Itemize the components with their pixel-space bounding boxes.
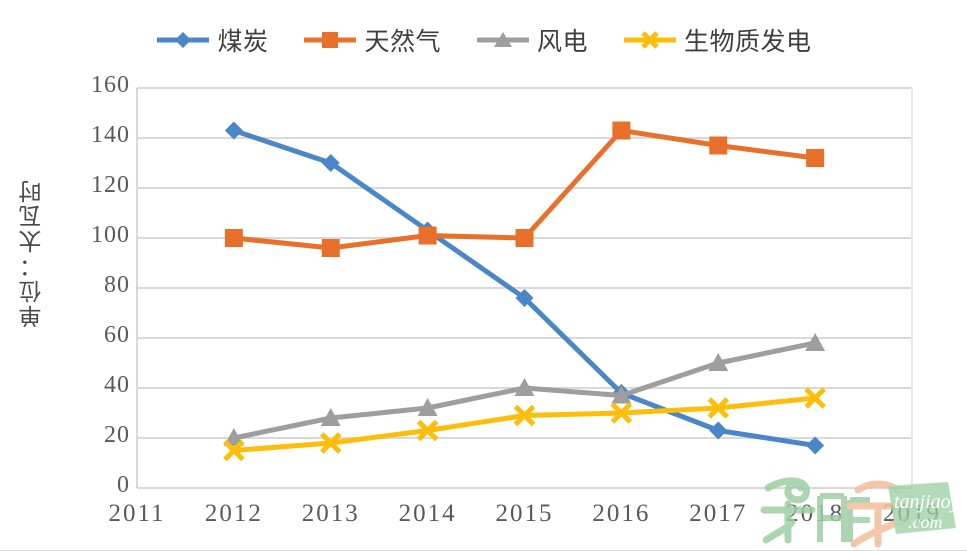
- x-tick-label: 2017: [689, 500, 748, 527]
- y-tick-label: 120: [91, 172, 130, 198]
- y-tick-label: 60: [104, 322, 130, 348]
- y-tick-label: 140: [91, 122, 130, 148]
- y-axis-tick-labels: 160 140 120 100 80 60 40 20 0: [85, 0, 130, 550]
- y-tick-label: 40: [104, 372, 130, 398]
- data-point-marker: [804, 387, 826, 409]
- legend-label-natural-gas: 天然气: [364, 27, 441, 56]
- chart-legend: 煤炭 天然气 风电: [0, 22, 967, 58]
- x-tick-label: 2012: [204, 500, 263, 527]
- data-point-marker: [224, 121, 243, 140]
- legend-marker-diamond-icon: [155, 29, 211, 51]
- legend-marker-x-icon: [622, 29, 678, 51]
- legend-item-biomass[interactable]: 生物质发电: [622, 22, 812, 58]
- data-point-marker: [806, 149, 825, 167]
- x-tick-label: 2013: [301, 500, 360, 527]
- data-point-marker: [515, 229, 534, 247]
- x-tick-label: 2016: [592, 500, 651, 527]
- data-point-marker: [321, 154, 340, 172]
- legend-item-wind[interactable]: 风电: [475, 22, 588, 58]
- series-3: [223, 333, 826, 446]
- legend-item-natural-gas[interactable]: 天然气: [302, 22, 441, 58]
- y-tick-label: 100: [91, 222, 130, 248]
- data-point-marker: [223, 428, 244, 446]
- series-2: [224, 121, 825, 257]
- x-tick-label: 2018: [786, 500, 845, 527]
- data-point-marker: [321, 239, 340, 257]
- legend-label-biomass: 生物质发电: [684, 27, 812, 56]
- data-point-marker: [611, 385, 632, 404]
- x-tick-label: 2015: [495, 500, 554, 527]
- data-point-marker: [416, 419, 439, 442]
- series-1: [224, 121, 825, 455]
- data-point-marker: [319, 432, 342, 454]
- legend-marker-triangle-icon: [475, 29, 531, 51]
- data-point-marker: [224, 229, 243, 247]
- data-point-marker: [513, 404, 536, 427]
- x-tick-label: 2019: [883, 500, 941, 527]
- legend-marker-square-icon: [302, 29, 358, 51]
- data-point-marker: [709, 136, 728, 155]
- data-point-marker: [708, 353, 729, 371]
- x-tick-label: 2011: [108, 500, 166, 527]
- series-4: [223, 387, 826, 462]
- data-point-marker: [514, 378, 535, 396]
- legend-label-wind: 风电: [537, 27, 589, 56]
- data-point-marker: [418, 226, 437, 245]
- y-tick-label: 20: [104, 422, 130, 448]
- data-point-marker: [612, 121, 631, 140]
- data-point-marker: [223, 439, 245, 462]
- data-point-marker: [417, 398, 438, 416]
- data-point-marker: [320, 408, 341, 426]
- x-tick-label: 2014: [398, 500, 457, 527]
- y-tick-label: 80: [104, 272, 130, 298]
- data-point-marker: [806, 436, 825, 455]
- y-tick-label: 160: [91, 72, 130, 98]
- data-point-marker: [707, 397, 730, 419]
- legend-label-coal: 煤炭: [217, 27, 269, 56]
- data-point-marker: [610, 402, 633, 424]
- data-point-marker: [709, 421, 728, 440]
- data-point-marker: [805, 333, 826, 351]
- series-line-4: [231, 395, 818, 453]
- legend-item-coal[interactable]: 煤炭: [155, 22, 268, 58]
- data-point-marker: [515, 289, 534, 307]
- y-tick-label: 0: [117, 472, 130, 498]
